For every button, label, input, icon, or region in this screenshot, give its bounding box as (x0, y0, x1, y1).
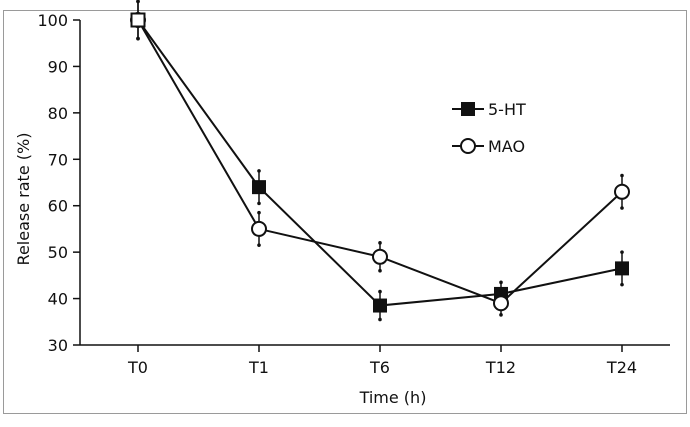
error-cap (378, 289, 382, 294)
data-point (252, 180, 266, 195)
data-point (615, 261, 629, 276)
error-cap (136, 36, 140, 41)
x-tick-label: T24 (606, 358, 637, 377)
y-axis-label: Release rate (%) (14, 133, 33, 266)
error-cap (499, 289, 503, 294)
error-cap (620, 250, 624, 254)
error-cap (499, 280, 503, 285)
x-tick-group: T0 T1 T6 T12 T24 (127, 345, 637, 377)
axes-layer (79, 20, 670, 346)
error-cap (620, 282, 624, 287)
series-mao (130, 0, 630, 317)
overlap-point (130, 12, 146, 28)
x-tick-label: T0 (127, 358, 148, 377)
error-cap (257, 210, 261, 215)
legend-label: MAO (488, 137, 525, 156)
x-tick-label: T6 (369, 358, 390, 377)
y-tick-label: 90 (48, 57, 68, 76)
chart-frame (3, 10, 687, 414)
error-cap (257, 169, 261, 173)
series-5-ht (131, 0, 629, 322)
x-axis-label: Time (h) (359, 388, 427, 407)
data-point (251, 220, 267, 237)
error-cap (378, 268, 382, 273)
x-tick-label: T12 (485, 358, 516, 377)
legend-item: 5-HT (452, 100, 526, 119)
legend-marker (460, 138, 476, 154)
data-point (372, 248, 388, 265)
data-point (373, 298, 387, 313)
data-point (493, 295, 509, 312)
error-cap (257, 243, 261, 247)
legend-marker (461, 102, 475, 116)
y-tick-label: 40 (48, 290, 68, 309)
data-point (614, 183, 630, 200)
error-cap (136, 0, 140, 4)
error-cap (378, 317, 382, 322)
y-tick-label: 60 (48, 197, 68, 216)
x-tick-label: T1 (248, 358, 269, 377)
error-cap (257, 201, 261, 206)
y-tick-label: 100 (37, 11, 68, 30)
y-tick-label: 30 (48, 336, 68, 355)
series-layer (130, 0, 630, 322)
error-cap (378, 241, 382, 245)
error-cap (620, 173, 624, 178)
legend-label: 5-HT (488, 100, 526, 119)
legend: 5-HT MAO (452, 100, 526, 156)
error-cap (620, 206, 624, 210)
error-cap (499, 313, 503, 317)
y-tick-label: 70 (48, 150, 68, 169)
y-tick-label: 80 (48, 104, 68, 123)
legend-item: MAO (452, 137, 525, 156)
y-tick-label: 50 (48, 243, 68, 262)
y-tick-group: 30 40 50 60 70 80 90 100 (37, 11, 80, 355)
